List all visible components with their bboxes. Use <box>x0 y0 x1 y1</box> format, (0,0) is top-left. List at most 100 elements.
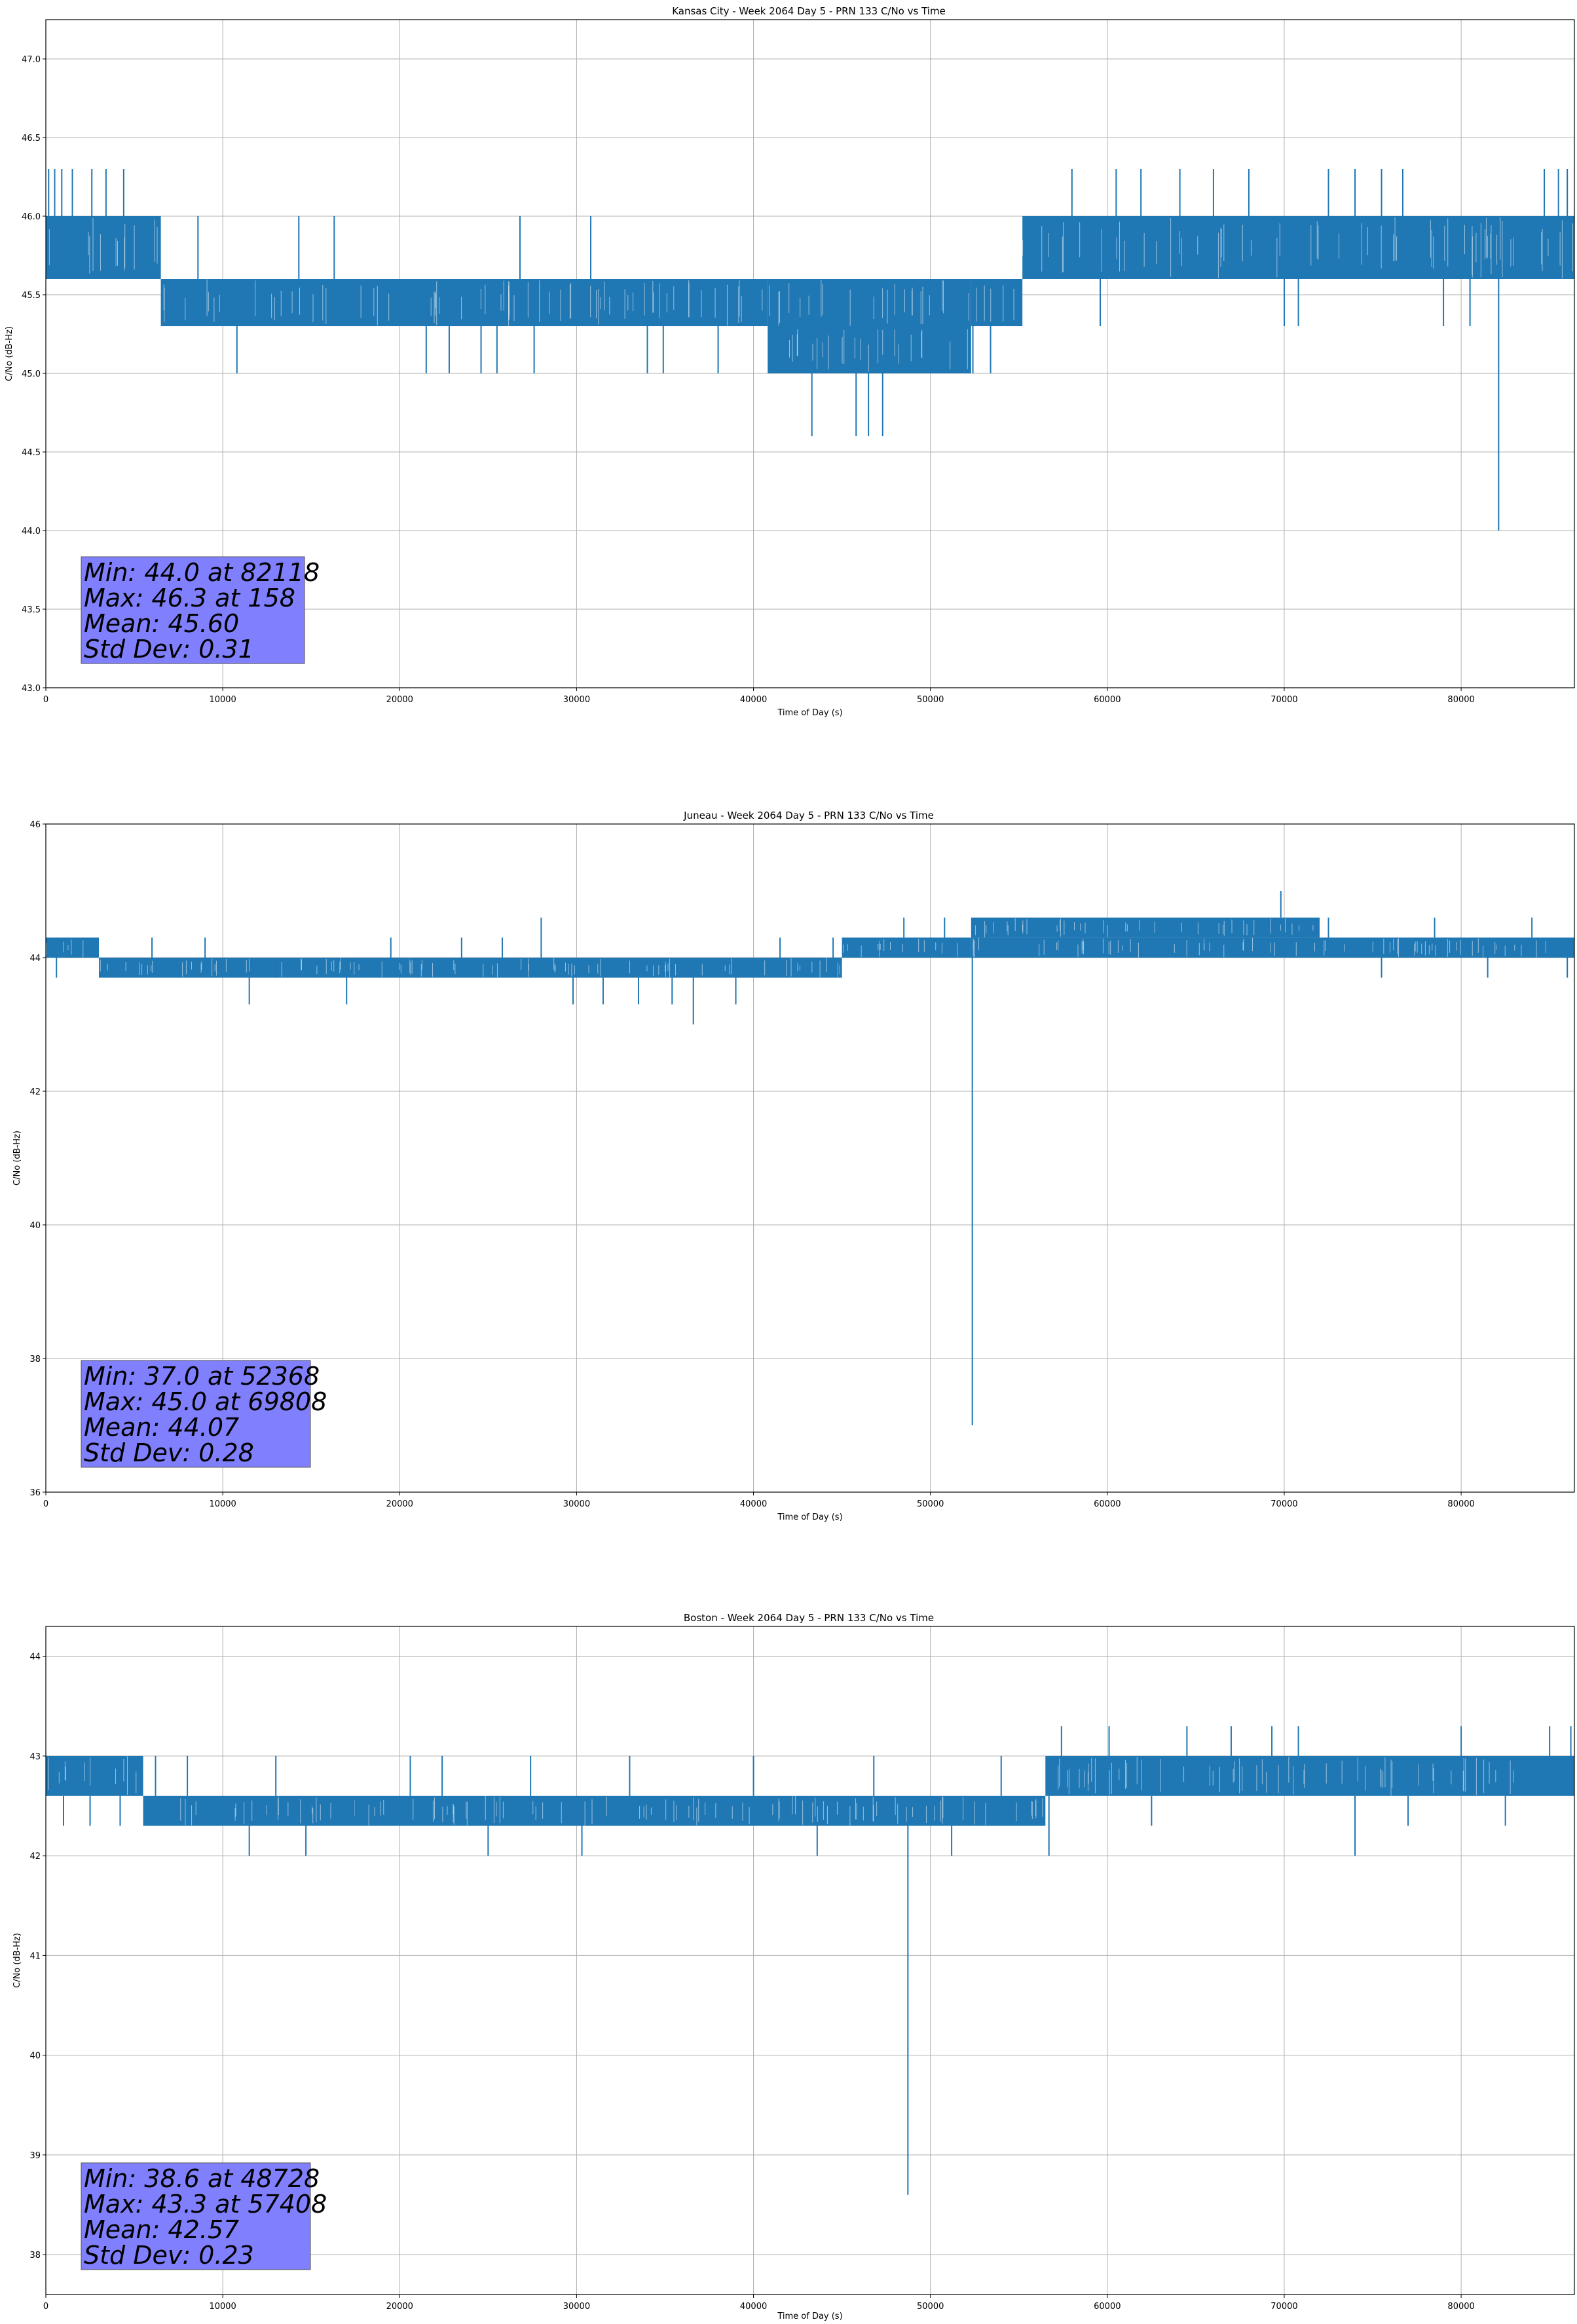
trace-band <box>768 279 971 326</box>
trace-band <box>46 216 161 279</box>
trace-band <box>971 937 1574 958</box>
x-tick-label: 50000 <box>917 1499 944 1509</box>
x-tick-label: 60000 <box>1094 2302 1121 2312</box>
x-tick-label: 10000 <box>209 2302 236 2312</box>
y-tick-label: 40 <box>29 2052 41 2061</box>
x-tick-label: 30000 <box>563 2302 590 2312</box>
stats-std-dev: Std Dev: 0.23 <box>84 2241 254 2270</box>
y-tick-label: 36 <box>29 1488 41 1498</box>
y-tick-label: 46.0 <box>22 212 41 222</box>
tick-labels: 0 10000 20000 30000 40000 50000 60000 70000 8000… <box>29 820 1474 1509</box>
y-tick-label: 39 <box>29 2151 41 2161</box>
stats-box-background <box>81 1360 311 1468</box>
stats-box-background <box>81 556 305 664</box>
trace-band <box>46 1755 143 1796</box>
stats-mean: Mean: 45.60 <box>84 609 239 638</box>
trace-band <box>1022 216 1574 279</box>
y-tick-label: 43.0 <box>22 684 41 694</box>
x-tick-label: 40000 <box>740 2302 767 2312</box>
y-tick-label: 40 <box>29 1221 41 1231</box>
x-tick-label: 0 <box>43 695 48 705</box>
stats-max: Max: 45.0 at 69808 <box>84 1387 327 1416</box>
stats-min: Min: 37.0 at 52368 <box>84 1362 320 1391</box>
x-tick-label: 80000 <box>1447 1499 1474 1509</box>
x-tick-label: 60000 <box>1094 695 1121 705</box>
stats-box: Min: 37.0 at 52368 Max: 45.0 at 69808 Me… <box>81 1360 327 1468</box>
chart-title: Juneau - Week 2064 Day 5 - PRN 133 C/No … <box>683 810 934 821</box>
x-tick-label: 40000 <box>740 1499 767 1509</box>
y-tick-label: 44.5 <box>22 448 41 458</box>
stats-min: Min: 44.0 at 82118 <box>84 558 320 587</box>
series-cno <box>46 169 1574 531</box>
y-tick-label: 46.5 <box>22 134 41 143</box>
x-tick-label: 0 <box>43 2302 48 2312</box>
trace-band <box>971 279 1023 326</box>
x-tick-label: 0 <box>43 1499 48 1509</box>
y-tick-label: 44.0 <box>22 527 41 536</box>
y-tick-label: 45.0 <box>22 369 41 379</box>
trace-band <box>1045 1755 1574 1796</box>
x-tick-label: 10000 <box>209 1499 236 1509</box>
x-tick-label: 20000 <box>386 695 413 705</box>
y-tick-label: 38 <box>29 1355 41 1364</box>
tick-labels: 0 10000 20000 30000 40000 50000 60000 70000 8000… <box>29 1653 1474 2312</box>
x-axis-label: Time of Day (s) <box>777 2312 842 2321</box>
stats-max: Max: 43.3 at 57408 <box>84 2190 327 2219</box>
trace-band <box>46 937 100 958</box>
x-tick-label: 40000 <box>740 695 767 705</box>
y-tick-label: 42 <box>29 1852 41 1862</box>
stats-box: Min: 44.0 at 82118 Max: 46.3 at 158 Mean… <box>81 556 320 664</box>
x-tick-label: 80000 <box>1447 2302 1474 2312</box>
stats-mean: Mean: 42.57 <box>84 2215 239 2244</box>
y-axis-label: C/No (dB-Hz) <box>5 326 14 381</box>
y-tick-label: 46 <box>29 820 41 830</box>
y-axis-label: C/No (dB-Hz) <box>12 1933 22 1988</box>
trace-band <box>842 937 971 958</box>
stats-min: Min: 38.6 at 48728 <box>84 2164 320 2193</box>
trace-band <box>971 917 1320 938</box>
x-tick-label: 30000 <box>563 1499 590 1509</box>
trace-band <box>768 326 971 373</box>
y-tick-label: 45.5 <box>22 291 41 301</box>
y-tick-label: 43 <box>29 1752 41 1762</box>
y-tick-label: 44 <box>29 1653 41 1662</box>
x-tick-label: 70000 <box>1271 695 1297 705</box>
chart-kansas-city: Kansas City - Week 2064 Day 5 - PRN 133 … <box>5 5 1575 718</box>
x-axis-label: Time of Day (s) <box>777 708 842 718</box>
y-tick-label: 41 <box>29 1951 41 1961</box>
chart-juneau: Juneau - Week 2064 Day 5 - PRN 133 C/No … <box>12 810 1575 1522</box>
chart-boston: Boston - Week 2064 Day 5 - PRN 133 C/No … <box>12 1612 1575 2321</box>
series-cno <box>46 891 1574 1425</box>
trace-band <box>160 279 768 326</box>
x-tick-label: 70000 <box>1271 2302 1297 2312</box>
stats-mean: Mean: 44.07 <box>84 1413 239 1442</box>
stats-box-background <box>81 2162 311 2270</box>
chart-title: Boston - Week 2064 Day 5 - PRN 133 C/No … <box>684 1612 934 1624</box>
stats-std-dev: Std Dev: 0.28 <box>84 1438 254 1467</box>
x-tick-label: 80000 <box>1447 695 1474 705</box>
y-axis-label: C/No (dB-Hz) <box>12 1131 22 1186</box>
plot-frame <box>45 19 1575 688</box>
y-tick-label: 38 <box>29 2251 41 2260</box>
series-cno <box>46 1726 1574 2195</box>
x-tick-label: 20000 <box>386 2302 413 2312</box>
stats-max: Max: 46.3 at 158 <box>84 584 295 612</box>
x-tick-label: 50000 <box>917 695 944 705</box>
y-tick-label: 42 <box>29 1087 41 1097</box>
plot-frame <box>45 1626 1575 2295</box>
stats-box: Min: 38.6 at 48728 Max: 43.3 at 57408 Me… <box>81 2162 327 2270</box>
stats-std-dev: Std Dev: 0.31 <box>84 635 254 664</box>
x-tick-label: 10000 <box>209 695 236 705</box>
trace-band <box>99 958 842 978</box>
y-tick-label: 47.0 <box>22 55 41 65</box>
x-tick-label: 70000 <box>1271 1499 1297 1509</box>
x-tick-label: 50000 <box>917 2302 944 2312</box>
x-axis-label: Time of Day (s) <box>777 1512 842 1522</box>
x-tick-label: 20000 <box>386 1499 413 1509</box>
y-tick-label: 43.5 <box>22 605 41 615</box>
plot-frame <box>45 823 1575 1493</box>
chart-title: Kansas City - Week 2064 Day 5 - PRN 133 … <box>672 5 946 17</box>
y-tick-label: 44 <box>29 954 41 964</box>
x-tick-label: 30000 <box>563 695 590 705</box>
